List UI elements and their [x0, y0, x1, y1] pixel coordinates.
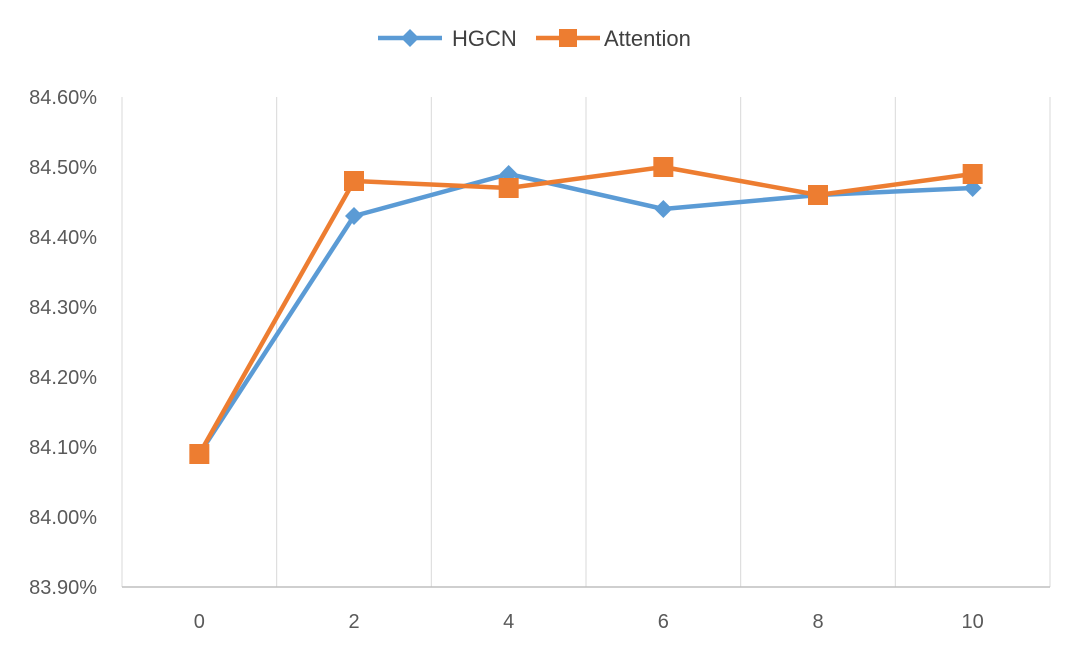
legend-label: HGCN: [452, 26, 517, 51]
x-tick-label: 4: [503, 611, 514, 633]
x-tick-label: 10: [962, 611, 984, 633]
x-axis-tick-labels: 0 2 4 6 8 10: [194, 611, 984, 633]
legend-label: Attention: [604, 26, 691, 51]
x-tick-label: 0: [194, 611, 205, 633]
legend-item-hgcn: HGCN: [378, 26, 517, 51]
data-point-marker: [653, 157, 674, 177]
data-point-marker: [344, 171, 364, 191]
y-tick-label: 83.90%: [29, 577, 97, 599]
series-line: [197, 164, 973, 456]
y-axis-tick-labels: 83.90% 84.00% 84.10% 84.20% 84.30% 84.40% 84.5…: [29, 87, 97, 599]
x-tick-label: 6: [658, 611, 669, 633]
y-tick-label: 84.20%: [29, 367, 97, 389]
x-tick-label: 8: [812, 611, 823, 633]
x-tick-label: 2: [348, 611, 359, 633]
y-tick-label: 84.00%: [29, 507, 97, 529]
data-point-marker: [498, 178, 519, 198]
data-point-marker: [962, 164, 983, 184]
legend-marker: [401, 29, 419, 47]
series-layer: [189, 157, 983, 464]
data-point-marker: [345, 207, 363, 225]
legend-marker: [559, 29, 577, 47]
legend-item-attention: Attention: [536, 26, 691, 51]
series-attention: [189, 157, 983, 464]
data-point-marker: [189, 444, 210, 464]
y-tick-label: 84.50%: [29, 157, 97, 179]
legend: HGCN Attention: [378, 26, 691, 51]
data-point-marker: [654, 200, 673, 218]
y-tick-label: 84.10%: [29, 437, 97, 459]
series-line: [197, 171, 973, 456]
y-tick-label: 84.60%: [29, 87, 97, 109]
y-tick-label: 84.30%: [29, 297, 97, 319]
y-tick-label: 84.40%: [29, 227, 97, 249]
data-point-marker: [808, 185, 828, 205]
